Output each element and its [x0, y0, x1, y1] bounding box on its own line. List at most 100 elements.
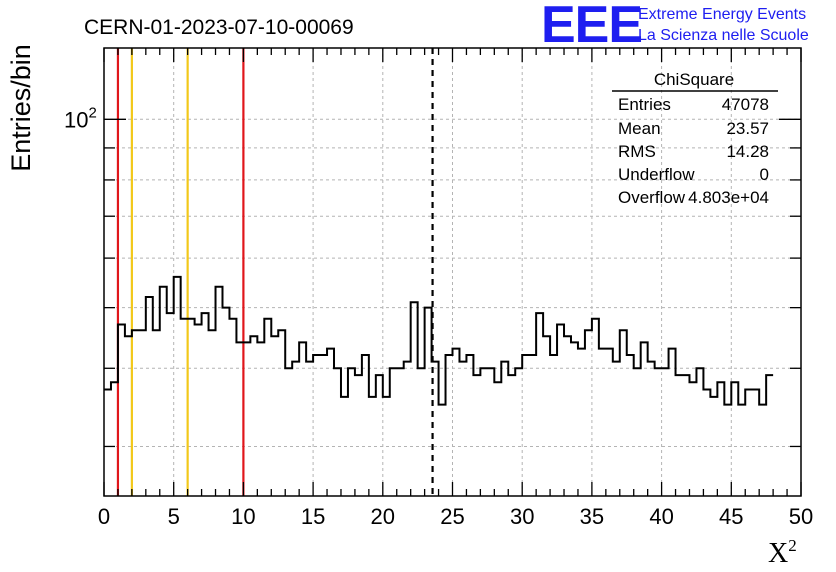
logo-line-2: La Scienza nelle Scuole [638, 27, 809, 44]
histogram-bin [209, 330, 216, 496]
histogram-bin [397, 368, 404, 496]
histogram-bin [425, 308, 432, 496]
x-tick-label: 45 [719, 504, 743, 529]
histogram-bin [724, 405, 731, 496]
histogram-bin [222, 308, 229, 496]
histogram-bin [257, 342, 264, 496]
histogram-bin [731, 382, 738, 496]
histogram-bin [529, 355, 536, 496]
histogram-bin [683, 375, 690, 496]
histogram-bin [341, 397, 348, 496]
histogram-bin [543, 336, 550, 496]
histogram-bin [459, 362, 466, 496]
x-tick-label: 20 [371, 504, 395, 529]
stat-value-entries: 47078 [722, 95, 769, 114]
x-tick-label: 50 [789, 504, 813, 529]
histogram-bin [174, 277, 181, 496]
histogram-bin [620, 330, 627, 496]
histogram-bin [571, 342, 578, 496]
run-title: CERN-01-2023-07-10-00069 [84, 16, 354, 39]
histogram-bin [599, 349, 606, 496]
x-tick-label: 5 [168, 504, 180, 529]
histogram-bin [355, 375, 362, 496]
stat-label-overflow: Overflow [618, 188, 686, 207]
histogram-bin [320, 355, 327, 496]
histogram-bin [327, 349, 334, 496]
histogram-bin [703, 389, 710, 496]
histogram-bin [229, 319, 236, 496]
histogram-bin [139, 330, 146, 496]
histogram-bin [188, 319, 195, 496]
histogram-bin [536, 313, 543, 496]
histogram-bin [146, 297, 153, 496]
histogram-bin [111, 382, 118, 496]
histogram-bin [348, 368, 355, 496]
x-tick-label: 30 [510, 504, 534, 529]
histogram-bin [648, 362, 655, 496]
histogram-bin [271, 336, 278, 496]
histogram-bin [132, 330, 139, 496]
histogram-bin [446, 355, 453, 496]
stat-label-entries: Entries [618, 95, 671, 114]
histogram-bin [550, 355, 557, 496]
eee-logo: EEE [541, 0, 642, 54]
histogram-bin [432, 362, 439, 496]
stats-title: ChiSquare [654, 70, 734, 89]
histogram-bin [125, 336, 132, 496]
histogram-bin [578, 349, 585, 496]
histogram-bin [195, 324, 202, 496]
histogram-bin [362, 355, 369, 496]
stat-value-underflow: 0 [760, 165, 769, 184]
histogram-bin [717, 382, 724, 496]
histogram-bin [585, 330, 592, 496]
histogram-bin [759, 405, 766, 496]
histogram-bin [487, 368, 494, 496]
x-tick-label: 15 [301, 504, 325, 529]
histogram-bin [592, 319, 599, 496]
histogram-bin [696, 368, 703, 496]
stat-label-underflow: Underflow [618, 165, 695, 184]
stat-label-mean: Mean [618, 119, 661, 138]
histogram-bin [118, 324, 125, 496]
histogram-bin [466, 355, 473, 496]
histogram-bin [104, 389, 111, 496]
histogram-bin [250, 336, 257, 496]
histogram-bin [515, 368, 522, 496]
x-tick-labels: 0 5 10 15 20 25 30 35 40 45 50 [98, 504, 813, 529]
histogram-bin [689, 382, 696, 496]
histogram-bin [662, 368, 669, 496]
histogram-bin [404, 362, 411, 496]
y-tick-label: 102 [64, 104, 97, 132]
histogram-bin [334, 368, 341, 496]
x-axis-label-sup: 2 [788, 536, 797, 555]
histogram-bin [766, 375, 773, 496]
histogram-bin [669, 349, 676, 496]
histogram-bin [564, 336, 571, 496]
stat-value-rms: 14.28 [726, 142, 769, 161]
histogram-bin [710, 397, 717, 496]
histogram-bin [494, 382, 501, 496]
histogram-bin [299, 342, 306, 496]
histogram-bin [153, 330, 160, 496]
histogram-bin [453, 349, 460, 496]
histogram-bin [390, 368, 397, 496]
histogram-bin [522, 355, 529, 496]
histogram-bin [167, 313, 174, 496]
histogram-bin [243, 342, 250, 496]
histogram-bin [473, 375, 480, 496]
histogram-bin [508, 375, 515, 496]
logo-line-1: Extreme Energy Events [638, 6, 806, 23]
histogram-bin [676, 375, 683, 496]
histogram-bin [752, 389, 759, 496]
x-axis-label-main: X [768, 538, 788, 569]
histogram-bin [613, 362, 620, 496]
histogram-bin [501, 362, 508, 496]
x-tick-label: 0 [98, 504, 110, 529]
histogram-bin [418, 368, 425, 496]
x-tick-label: 35 [580, 504, 604, 529]
histogram-bin [439, 405, 446, 496]
histogram-bin [383, 397, 390, 496]
marker-lines [116, 48, 434, 496]
histogram-bin [606, 349, 613, 496]
